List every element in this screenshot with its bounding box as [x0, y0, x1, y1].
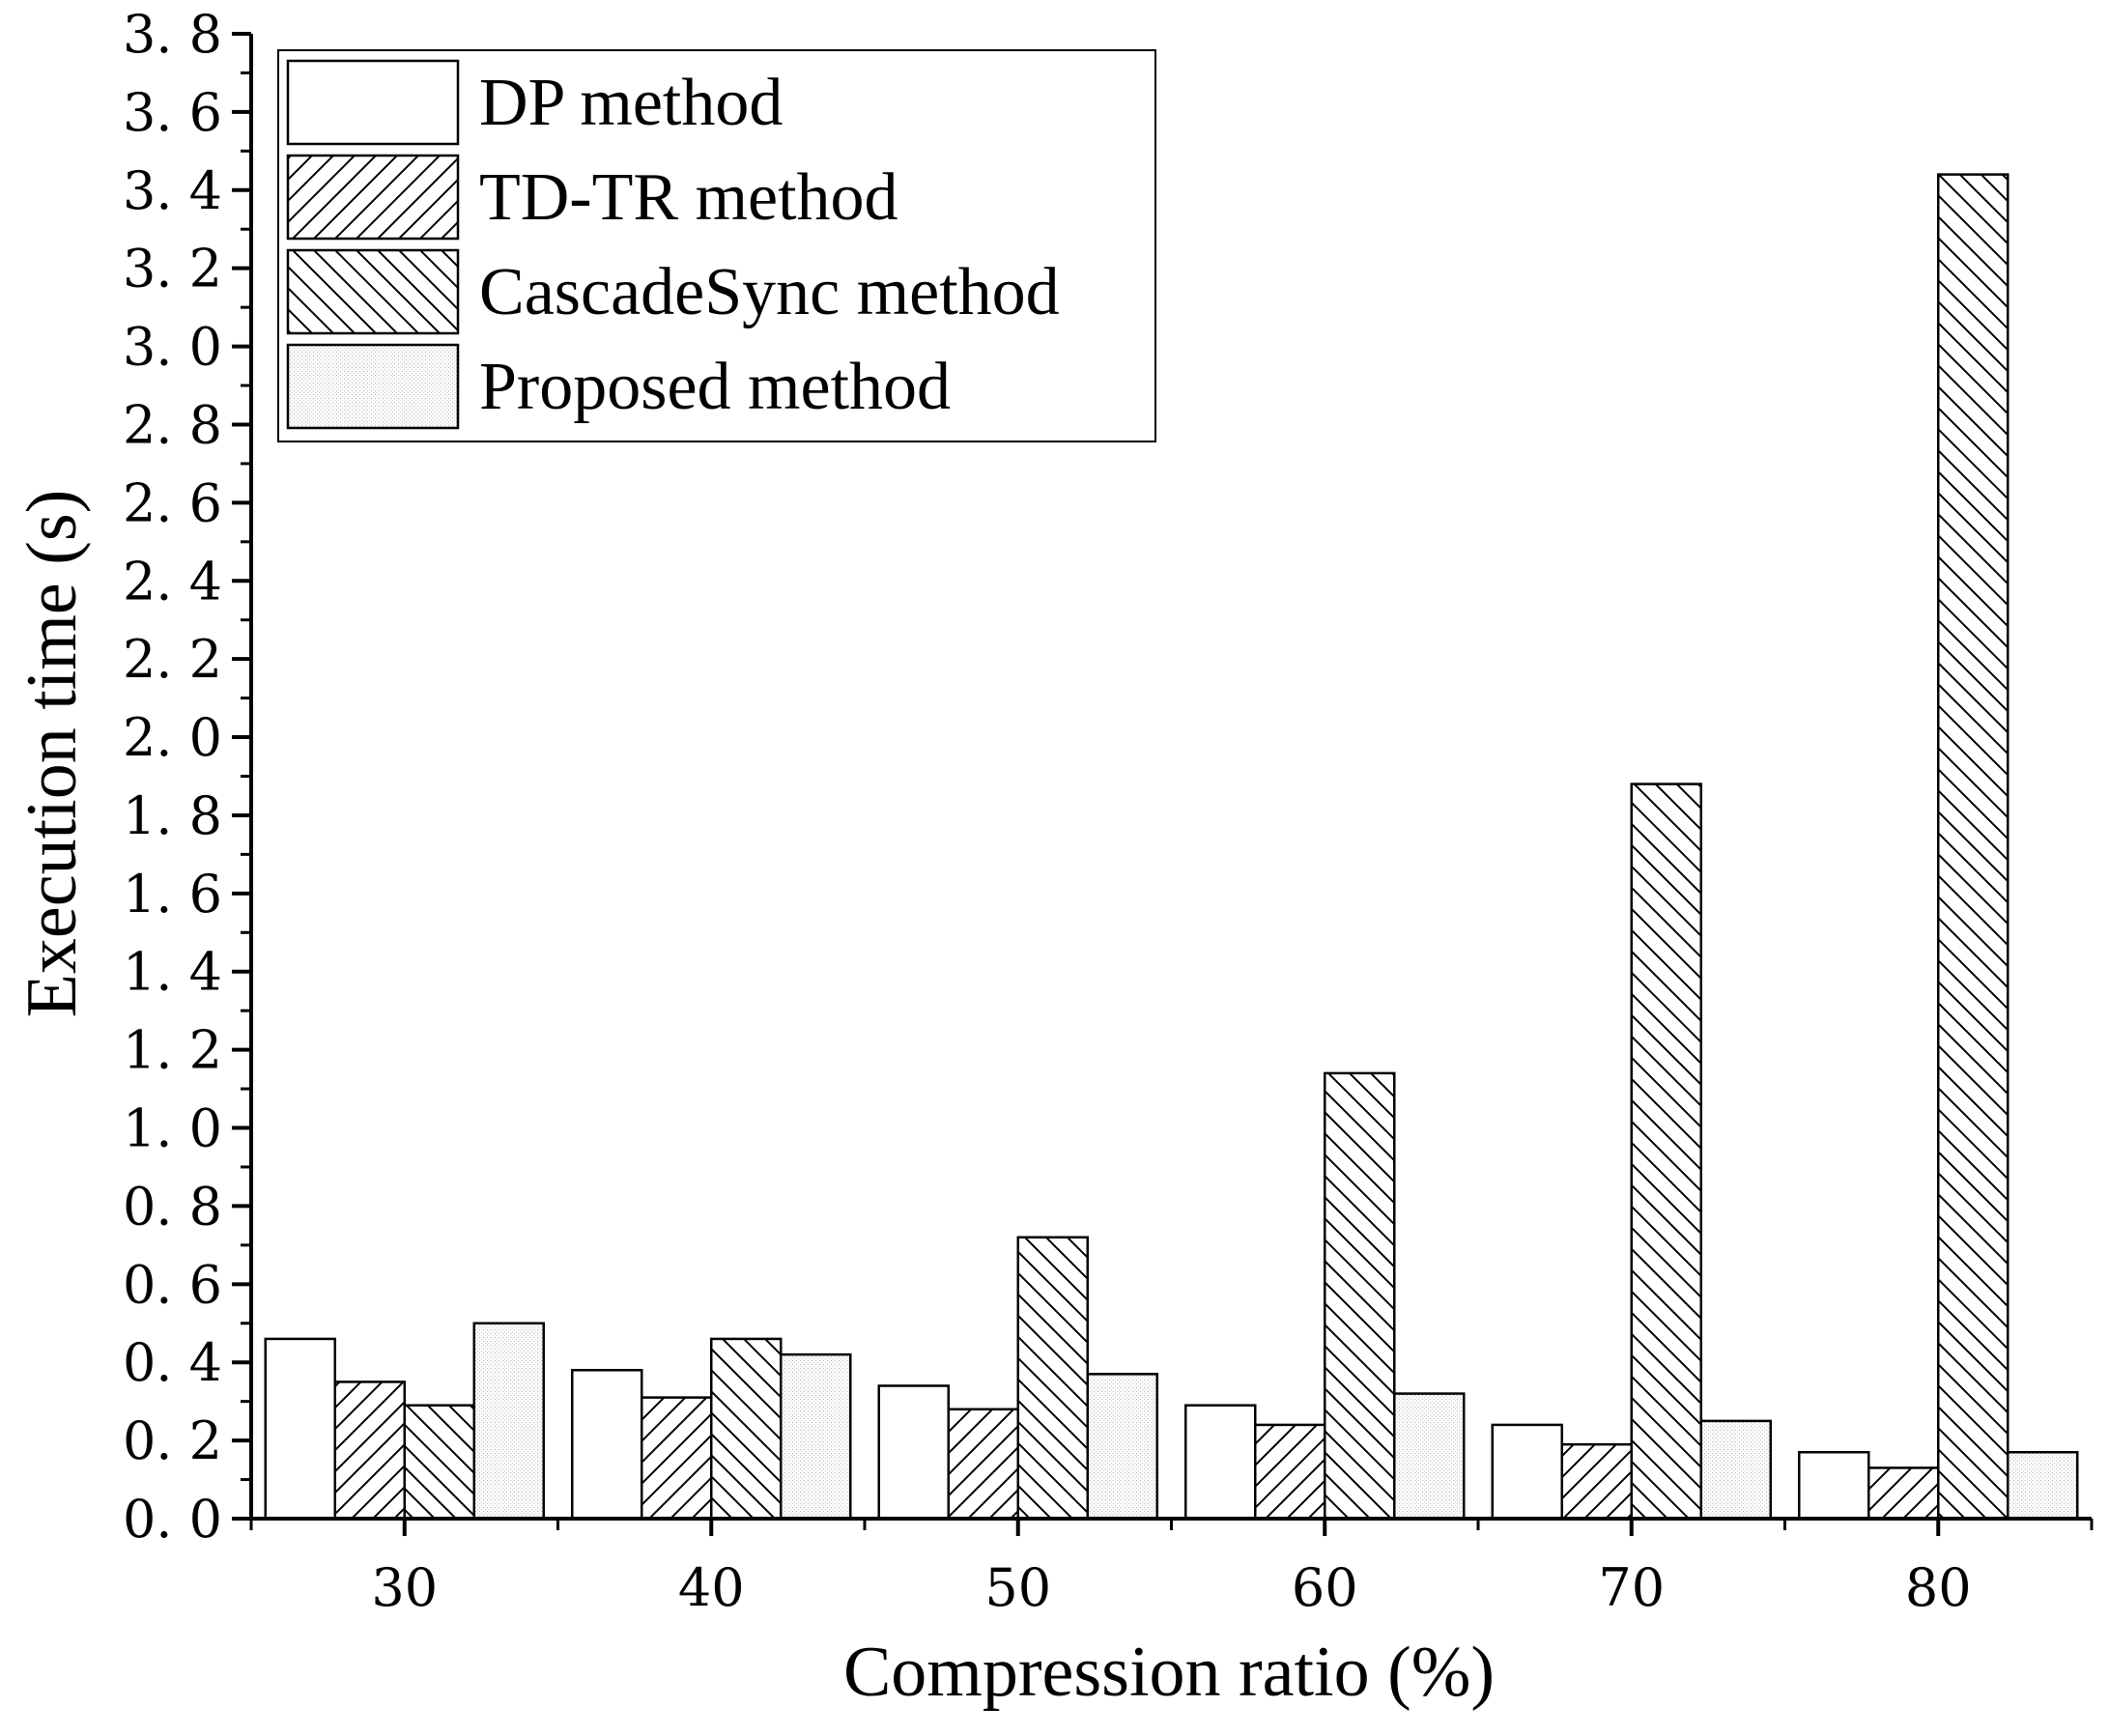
y-tick-label: 0. 6: [123, 1254, 222, 1315]
bar-dp-method-80: [1798, 1450, 1870, 1521]
y-tick-label: 2. 2: [123, 629, 222, 690]
bar-dp-method-70: [1491, 1423, 1563, 1521]
bar-td-tr-method-80: [1867, 1466, 1940, 1521]
bar-proposed-method-50: [1086, 1373, 1158, 1521]
y-tick-label: 3. 0: [123, 317, 222, 378]
x-tick-label: 50: [984, 1557, 1051, 1618]
bar-cascadesync-method-40: [710, 1337, 783, 1521]
bar-proposed-method-40: [780, 1352, 852, 1521]
bar-td-tr-method-40: [641, 1396, 713, 1521]
axes-layer: [232, 32, 2094, 1536]
y-tick-label: 3. 6: [123, 82, 222, 143]
legend-label: DP method: [479, 66, 783, 140]
x-axis-title: Compression ratio (%): [843, 1633, 1495, 1712]
x-tick-labels: 30 40 50 60 70 80: [371, 1557, 1971, 1618]
x-tick-label: 30: [371, 1557, 438, 1618]
legend-swatch-td-tr-method: [286, 154, 460, 241]
y-tick-label: 1. 6: [123, 864, 222, 925]
bar-dp-method-50: [877, 1384, 950, 1521]
y-tick-label: 0. 8: [123, 1176, 222, 1237]
bar-proposed-method-80: [2007, 1450, 2079, 1521]
legend-swatch-proposed-method: [286, 343, 460, 430]
y-tick-label: 3. 2: [123, 239, 222, 299]
legend-label: CascadeSync method: [479, 255, 1060, 329]
y-tick-label: 2. 6: [123, 472, 222, 533]
y-tick-labels: 0. 0 0. 2 0. 4 0. 6 0. 8 1. 0 1. 2 1. 4 1. 6 1. 8…: [123, 4, 222, 1550]
y-tick-label: 3. 8: [123, 4, 222, 65]
bar-td-tr-method-70: [1560, 1442, 1633, 1521]
bar-dp-method-60: [1184, 1404, 1257, 1521]
legend-swatch-cascadesync-method: [286, 248, 460, 335]
y-tick-label: 2. 0: [123, 707, 222, 768]
y-tick-label: 0. 0: [123, 1489, 222, 1550]
bar-td-tr-method-30: [333, 1380, 406, 1521]
y-tick-label: 1. 2: [123, 1020, 222, 1081]
y-tick-label: 1. 8: [123, 785, 222, 846]
x-tick-label: 80: [1905, 1557, 1972, 1618]
bar-td-tr-method-60: [1254, 1423, 1326, 1521]
bar-proposed-method-30: [472, 1322, 545, 1521]
legend-swatch-dp-method: [286, 59, 460, 146]
bar-dp-method-30: [264, 1337, 336, 1521]
bar-cascadesync-method-80: [1937, 173, 2009, 1521]
legend: DP method TD-TR method CascadeSync method P…: [277, 49, 1156, 442]
bar-cascadesync-method-50: [1016, 1236, 1089, 1521]
y-tick-label: 1. 0: [123, 1098, 222, 1159]
legend-label: TD-TR method: [479, 160, 898, 235]
bar-td-tr-method-50: [947, 1408, 1019, 1521]
x-tick-label: 60: [1292, 1557, 1358, 1618]
bar-proposed-method-70: [1699, 1419, 1772, 1521]
y-tick-label: 2. 4: [123, 551, 222, 612]
bar-cascadesync-method-60: [1324, 1071, 1396, 1521]
bar-proposed-method-60: [1393, 1392, 1466, 1521]
bar-cascadesync-method-70: [1630, 783, 1702, 1521]
bar-dp-method-40: [571, 1369, 643, 1521]
y-tick-label: 2. 8: [123, 394, 222, 455]
y-tick-label: 1. 4: [123, 942, 222, 1003]
bar-cascadesync-method-30: [403, 1404, 475, 1521]
y-tick-label: 0. 2: [123, 1410, 222, 1471]
y-tick-label: 3. 4: [123, 160, 222, 221]
x-tick-label: 40: [678, 1557, 745, 1618]
x-tick-label: 70: [1598, 1557, 1665, 1618]
y-axis-title: Execution time (s): [13, 490, 92, 1018]
y-tick-label: 0. 4: [123, 1332, 222, 1393]
legend-label: Proposed method: [479, 350, 951, 424]
bars-layer: [264, 173, 2079, 1521]
